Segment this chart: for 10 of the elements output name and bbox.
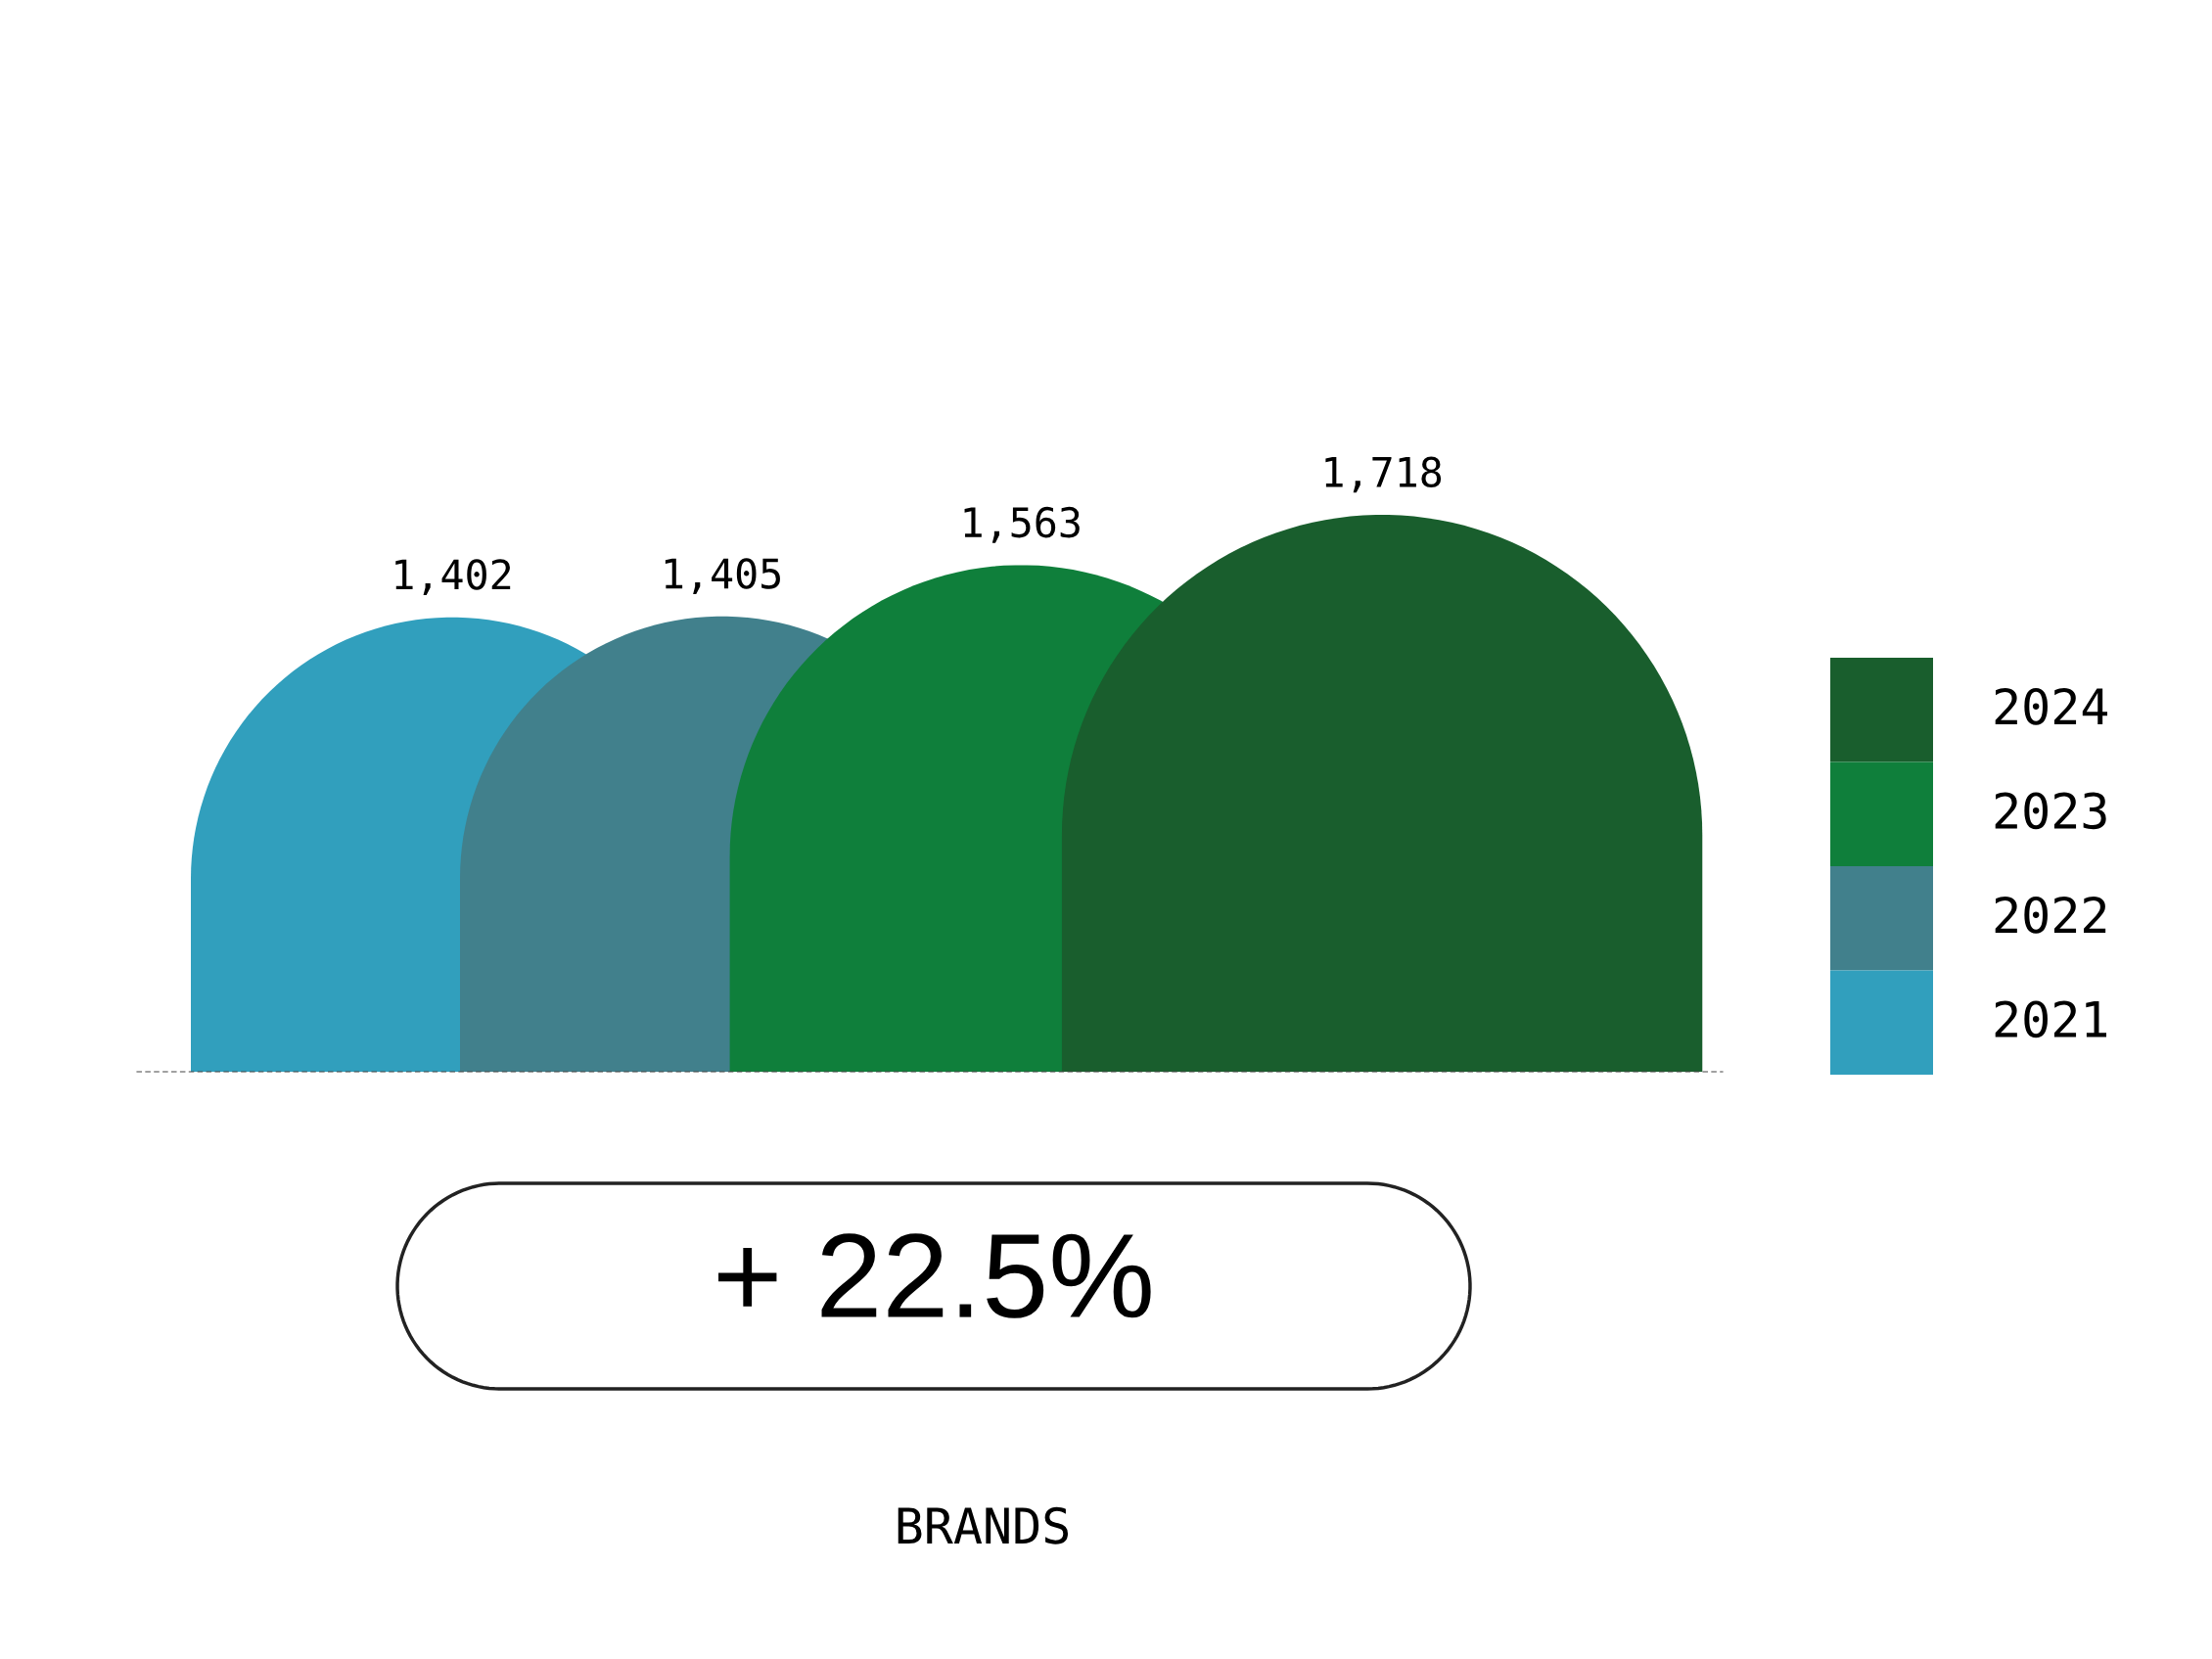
data-label: 1,718 [1325,456,1442,493]
legend-label: 2024 [1995,687,2108,725]
legend-label: 2022 [1995,896,2106,934]
text: + 22.5% [718,1233,1151,1318]
data-label: 1,405 [665,558,780,594]
text: BRANDS [898,1506,1069,1544]
legend-label: 2023 [1995,792,2106,830]
legend-label: 2021 [1995,1000,2107,1038]
data-label: 1,402 [395,559,511,595]
data-label: 1,563 [964,506,1080,543]
